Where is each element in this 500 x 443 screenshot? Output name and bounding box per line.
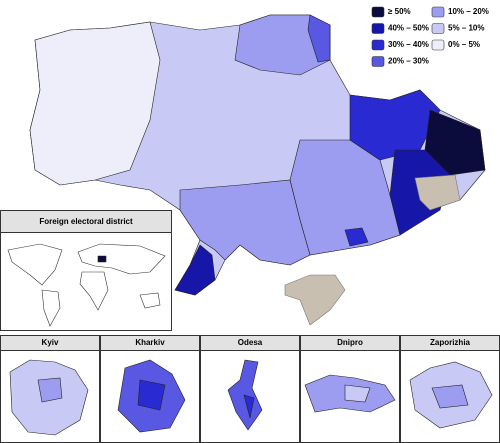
inset-title-bar (300, 335, 400, 351)
city-inset: Odesa (200, 335, 300, 443)
legend-swatch (431, 39, 445, 51)
region-berdiansk (344, 227, 369, 247)
city-subarea (137, 379, 166, 411)
crimea (284, 274, 346, 326)
legend-swatch (371, 56, 385, 67)
ukraine-map (29, 14, 486, 326)
legend-label: 0% – 5% (448, 40, 480, 49)
north-america (7, 243, 63, 286)
foreign-district (97, 255, 107, 263)
inset-title: Foreign electoral district (39, 217, 133, 226)
legend-swatch (431, 23, 445, 34)
legend: ≥ 50% 40% – 50% 30% – 40% 20% – 30% 10% – 20… (371, 6, 489, 67)
legend-swatch (371, 39, 385, 51)
legend-label: 30% – 40% (388, 40, 429, 49)
legend-label: 20% – 30% (388, 57, 429, 66)
legend-label: ≥ 50% (388, 7, 411, 16)
legend-swatch (371, 6, 385, 18)
region-luhansk (424, 109, 486, 176)
city-subarea (243, 394, 255, 419)
legend-swatch (371, 23, 385, 34)
inset-title: Dnipro (337, 338, 363, 347)
inset-title-bar (0, 210, 172, 233)
inset-title: Zaporizhia (430, 338, 471, 347)
inset-title: Kharkiv (135, 338, 165, 347)
foreign-inset: Foreign electoral district (0, 210, 172, 331)
region-west (29, 21, 161, 186)
city-inset: Dnipro (300, 335, 400, 443)
inset-title: Odesa (238, 338, 263, 347)
south-america (41, 289, 61, 327)
city-subarea (344, 384, 371, 403)
inset-title-bar (0, 335, 100, 351)
eurasia (77, 243, 166, 275)
city-subarea (431, 384, 469, 409)
africa (79, 271, 109, 311)
region-sumy (307, 14, 331, 63)
australia (139, 292, 161, 309)
city-inset: Kharkiv (100, 335, 200, 443)
legend-label: 40% – 50% (388, 24, 429, 33)
city-inset: Kyiv (0, 335, 100, 443)
city-inset: Zaporizhia (400, 335, 500, 443)
legend-label: 5% – 10% (448, 24, 484, 33)
legend-label: 10% – 20% (448, 7, 489, 16)
occupied-donbas (414, 174, 461, 211)
city-insets: Kyiv Kharkiv Odesa Dnipro Zaporizhia (0, 335, 500, 443)
inset-title-bar (200, 335, 300, 351)
inset-title: Kyiv (42, 338, 59, 347)
region-south (179, 179, 311, 266)
region-odesa-south (174, 244, 216, 296)
inset-title-bar (100, 335, 200, 351)
city-subarea (37, 377, 63, 403)
legend-swatch (431, 6, 445, 18)
